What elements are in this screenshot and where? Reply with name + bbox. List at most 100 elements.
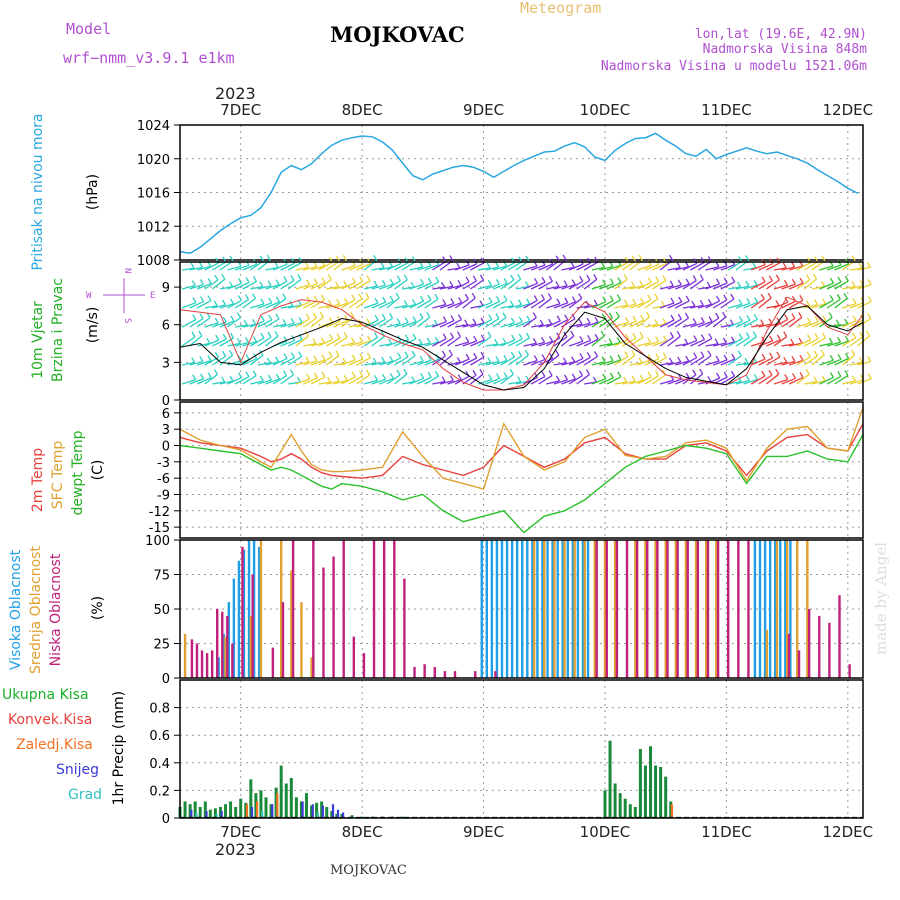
wind-barb xyxy=(682,374,697,385)
wind-barb xyxy=(196,317,211,328)
wind-barb-flag xyxy=(381,279,386,286)
wind-barb-flag xyxy=(388,312,394,319)
wind-barb xyxy=(303,360,318,366)
total-precip-bar xyxy=(669,801,673,818)
wind-barb xyxy=(849,284,864,290)
total-precip-bar xyxy=(274,787,278,818)
graupel-precip-bar xyxy=(195,812,198,818)
compass-s: S xyxy=(122,318,132,323)
wind-barb xyxy=(235,324,248,328)
wind-barb xyxy=(303,343,317,347)
high-cloud-bar xyxy=(763,540,767,678)
low-cloud-bar xyxy=(716,540,720,678)
wind-barb xyxy=(728,380,742,385)
wind-barb-flag xyxy=(305,313,310,320)
wind-barb xyxy=(659,362,673,366)
wind-barb-flag xyxy=(471,292,476,299)
wind-barb xyxy=(348,263,364,271)
wind-barb-flag xyxy=(570,330,575,337)
wind-barb xyxy=(614,381,627,385)
wind-barb xyxy=(773,361,787,366)
wind-barb-flag xyxy=(806,317,811,324)
wind-barb-flag xyxy=(374,374,379,381)
wind-barb xyxy=(834,357,849,366)
legend-konvek: Konvek.Kisa xyxy=(8,712,92,728)
mid-cloud-bar xyxy=(765,629,769,678)
wind-barb-flag xyxy=(524,349,529,356)
wind-barb xyxy=(811,337,826,347)
wind-barb-flag xyxy=(693,352,698,359)
wind-barb xyxy=(204,322,219,328)
wind-barb-flag xyxy=(820,349,825,356)
wind-barb xyxy=(697,303,712,309)
wind-barb xyxy=(568,323,583,328)
wind-barb-flag xyxy=(700,351,705,358)
wind-barb-flag xyxy=(412,333,417,340)
wind-barb xyxy=(614,261,629,271)
wind-barb-flag xyxy=(480,351,485,358)
wind-barb xyxy=(788,299,804,309)
wind-barb-flag xyxy=(525,281,530,287)
wind-barb xyxy=(803,338,819,347)
wind-barb xyxy=(523,342,537,347)
mid-cloud-bar xyxy=(310,657,313,678)
wind-barb-flag xyxy=(449,332,455,339)
wind-barb xyxy=(295,335,309,347)
wind-barb xyxy=(546,303,561,309)
wind-barb-flag xyxy=(540,294,545,300)
wind-barb xyxy=(644,340,659,347)
wind-barb xyxy=(826,375,842,385)
wind-barb-flag xyxy=(752,262,757,269)
wind-barb-flag xyxy=(237,278,243,284)
wind-barb-flag xyxy=(465,353,470,360)
wind-barb-flag xyxy=(236,338,241,344)
wind-barb-flag xyxy=(381,356,386,363)
wind-barb xyxy=(295,284,310,290)
wind-barb-flag xyxy=(723,354,728,361)
wind-barb-flag xyxy=(685,355,690,362)
wind-barb-flag xyxy=(243,319,248,326)
wind-barb xyxy=(667,361,681,366)
wind-barb xyxy=(546,380,560,385)
wind-barb-flag xyxy=(266,357,271,364)
wind-barb-flag xyxy=(381,373,387,380)
total-precip-bar xyxy=(193,801,197,818)
wind-barb xyxy=(773,318,788,328)
wind-barb xyxy=(819,265,834,271)
wind-barb-flag xyxy=(268,297,273,304)
wind-barb-flag xyxy=(389,372,394,379)
wind-barb-flag xyxy=(456,357,461,363)
wind-barb-flag xyxy=(571,279,576,285)
wind-barb-flag xyxy=(275,313,280,320)
wind-barb-flag xyxy=(647,371,652,378)
wind-barb xyxy=(667,378,682,385)
wind-barb xyxy=(333,285,347,290)
wind-barb xyxy=(189,283,204,290)
wind-barb-flag xyxy=(473,335,478,342)
wind-barb xyxy=(667,318,682,328)
wind-barb xyxy=(371,378,386,385)
wind-barb-flag xyxy=(479,300,484,307)
wind-barb-flag xyxy=(661,300,666,307)
wind-barb-flag xyxy=(564,314,569,321)
wind-barb-flag xyxy=(427,354,432,361)
wind-barb-flag xyxy=(312,312,318,319)
wind-barb xyxy=(788,376,804,385)
wind-barb xyxy=(295,318,310,328)
wind-barb xyxy=(250,303,265,309)
wind-barb-flag xyxy=(366,352,371,359)
total-precip-bar xyxy=(244,802,248,818)
wind-barb-flag xyxy=(693,335,698,341)
wind-barb xyxy=(614,304,628,309)
low-cloud-bar xyxy=(818,615,821,678)
high-cloud-bar xyxy=(546,540,549,678)
wind-barb-flag xyxy=(837,276,842,283)
high-cloud-bar xyxy=(485,540,489,678)
legend-ukupna: Ukupna Kisa xyxy=(2,687,89,703)
y-tick-label: -3 xyxy=(157,456,170,471)
wind-barb-flag xyxy=(410,281,415,288)
wind-barb xyxy=(553,362,567,366)
y-tick-label: 1020 xyxy=(137,153,170,168)
wind-barb xyxy=(728,260,743,271)
wind-barb-flag xyxy=(495,356,500,362)
